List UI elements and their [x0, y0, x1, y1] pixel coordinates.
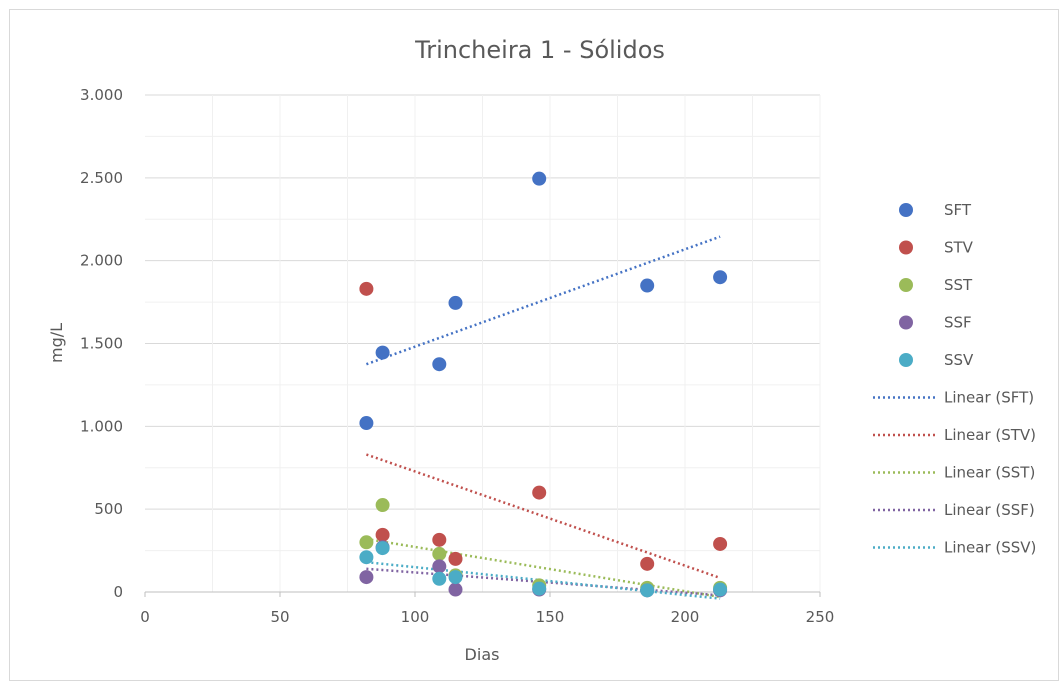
point-stv [640, 556, 655, 571]
x-tick-label: 50 [270, 608, 289, 626]
legend-marker-stv [899, 240, 913, 255]
y-tick-label: 2.500 [80, 169, 123, 187]
y-tick-label: 1.000 [80, 417, 123, 435]
x-tick-label: 0 [140, 608, 150, 626]
y-tick-label: 3.000 [80, 86, 123, 104]
trendline-ssv [366, 560, 721, 600]
point-sft [375, 345, 390, 360]
point-stv [713, 536, 728, 551]
point-sft [532, 171, 547, 186]
point-stv [359, 281, 374, 296]
trendline-ssf [366, 567, 721, 597]
legend-label-sst: SST [944, 276, 973, 294]
trendline-stv [365, 453, 721, 580]
legend-label-ssf: SSF [944, 314, 972, 332]
legend-marker-sft [899, 203, 913, 217]
point-sft [640, 278, 655, 293]
point-sft [448, 295, 463, 310]
point-ssv [359, 550, 374, 565]
point-ssv [640, 583, 655, 598]
axes: 0 500 1.000 1.500 2.000 2.500 3.000 0 50 100 150 20… [80, 86, 834, 626]
point-sft [359, 416, 374, 431]
x-tick-label: 100 [401, 608, 430, 626]
data-points [359, 171, 728, 598]
point-sst [375, 498, 390, 513]
x-tick-label: 250 [806, 608, 835, 626]
x-tick-label: 150 [536, 608, 565, 626]
legend-trend-label-ssv: Linear (SSV) [944, 539, 1036, 557]
point-stv [432, 532, 447, 547]
legend-label-ssv: SSV [944, 351, 974, 369]
point-ssv [375, 541, 390, 556]
point-ssv [713, 582, 728, 597]
chart-frame [9, 9, 1059, 681]
trendlines [365, 235, 721, 600]
y-axis-label: mg/L [47, 323, 66, 363]
chart-title: Trincheira 1 - Sólidos [414, 36, 665, 64]
legend-trend-label-stv: Linear (STV) [944, 426, 1036, 444]
point-stv [532, 485, 547, 500]
legend-trend-label-sst: Linear (SST) [944, 464, 1035, 482]
point-ssf [359, 570, 374, 585]
y-tick-label: 2.000 [80, 252, 123, 270]
y-tick-label: 500 [94, 500, 123, 518]
point-ssf [448, 582, 463, 597]
legend: SFT STV SST SSF SSV Linear (SFT) Linear (STV) L… [873, 201, 1036, 557]
point-ssv [448, 570, 463, 585]
legend-marker-ssv [899, 353, 913, 367]
point-ssf [432, 559, 447, 574]
point-stv [375, 527, 390, 542]
legend-label-stv: STV [944, 239, 974, 257]
y-tick-label: 1.500 [80, 335, 123, 353]
legend-marker-sst [899, 278, 913, 292]
point-sft [713, 270, 728, 285]
trendline-sft [365, 235, 721, 366]
gridlines [145, 94, 821, 592]
point-sst [359, 535, 374, 550]
point-ssv [432, 571, 447, 586]
legend-marker-ssf [899, 315, 913, 330]
legend-trend-label-sft: Linear (SFT) [944, 389, 1034, 407]
x-tick-label: 200 [671, 608, 700, 626]
point-ssv [532, 581, 547, 596]
x-axis-label: Dias [465, 645, 500, 664]
point-stv [448, 551, 463, 566]
point-sst [432, 546, 447, 561]
legend-label-sft: SFT [944, 201, 972, 219]
y-tick-label: 0 [113, 583, 123, 601]
point-sft [432, 357, 447, 372]
legend-trend-label-ssf: Linear (SSF) [944, 501, 1035, 519]
